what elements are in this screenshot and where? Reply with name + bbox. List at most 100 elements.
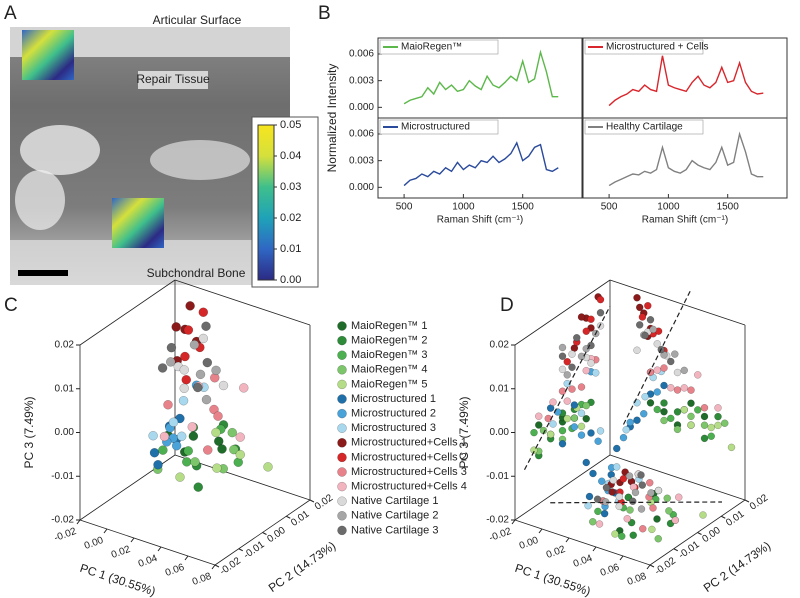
y-tick-label: 0.02 [313,492,336,512]
projected-point [667,384,675,392]
projected-point [587,429,595,437]
legend-marker [337,408,347,419]
projected-point [660,364,668,372]
projected-point [563,414,571,423]
projected-point [653,388,661,396]
projected-point [680,384,688,392]
projected-point [647,489,655,497]
data-point [227,427,237,438]
legend-label: Native Cartilage 2 [351,510,438,522]
legend-marker [337,379,347,390]
data-point [263,462,273,472]
data-point [175,472,185,482]
projected-point [596,309,605,317]
z-axis-label: PC 3 (7.49%) [457,396,471,468]
x-tick [565,537,570,543]
y-tick-label: 0.00 [280,274,301,286]
projected-point [646,479,654,487]
legend-marker [337,350,347,360]
data-point [202,357,213,368]
y-tick [673,548,678,552]
panel-label: A [4,3,17,24]
projected-point [577,383,586,391]
plot-frame [377,117,583,199]
x-tick [211,564,216,570]
legend-label: Native Cartilage 3 [351,524,438,536]
projected-point [648,525,656,534]
y-tick [238,548,243,552]
y-tick-label: 0.02 [280,212,301,224]
panel-label: B [318,3,331,24]
data-point [163,400,173,410]
z-tick-label: -0.02 [51,515,74,526]
data-point [179,383,189,394]
projected-point [577,431,586,439]
x-tick-label: 0.00 [83,535,105,552]
legend-label: MaioRegen™ 5 [351,378,427,390]
projected-point [638,313,647,321]
x-tick-label: 0.08 [626,571,648,588]
projected-point [707,432,715,440]
projected-point [687,412,695,421]
projected-point [694,406,702,414]
projected-point [530,428,538,437]
projected-point [631,488,640,497]
x-tick [646,564,651,570]
data-point [195,369,206,380]
projected-point [577,409,586,417]
projected-point [635,303,644,312]
x-tick-label: 0.00 [518,535,540,552]
y-tick-label: 0.006 [349,49,374,60]
x-tick-label: 0.02 [110,544,132,561]
legend-label: Microstructured [401,122,470,133]
projected-point [600,509,609,518]
projected-point [646,316,655,324]
y-tick-label: 0.02 [748,492,771,512]
legend-box [584,39,704,55]
micrograph [10,27,290,285]
data-point [229,444,239,455]
projected-point [570,401,579,409]
y-tick [262,532,267,535]
legend-label: MaioRegen™ 1 [351,320,427,332]
legend-label: Healthy Cartilage [606,122,683,133]
x-tick-label: 0.02 [545,544,567,561]
data-point [157,363,168,373]
x-tick-label: 1000 [657,202,680,213]
legend-marker [337,481,347,492]
projected-point [649,325,657,334]
spectrum-line [403,141,559,187]
z-tick-label: 0.00 [490,427,510,438]
z-tick-label: 0.02 [490,340,510,351]
plot-frame [582,117,788,199]
projected-point [570,414,579,422]
data-point [178,395,189,406]
projected-point [558,365,567,374]
box-edge [550,501,723,504]
projected-point [568,350,576,358]
annotation: Articular Surface [153,13,242,27]
projected-point [665,507,673,515]
data-point [211,427,221,438]
box-edge [174,279,311,326]
projected-point [596,427,605,435]
projected-point [615,502,623,511]
legend-box [379,39,499,55]
y-tick-label: 0.01 [280,243,301,255]
legend-label: Microstructured+Cells 2 [351,451,467,463]
data-point [149,448,160,458]
projected-point [626,418,634,427]
y-tick-label: 0.04 [280,150,301,162]
box-edge [622,289,692,425]
projected-point [587,359,595,367]
data-point [235,449,245,460]
y-tick-label: -0.02 [218,555,243,577]
projected-point [633,346,641,354]
projected-point [619,433,628,442]
z-tick-label: 0.02 [55,340,75,351]
projected-point [623,515,631,523]
z-tick-label: 0.01 [55,383,75,394]
box-edge [514,279,611,346]
projected-point [671,350,679,358]
